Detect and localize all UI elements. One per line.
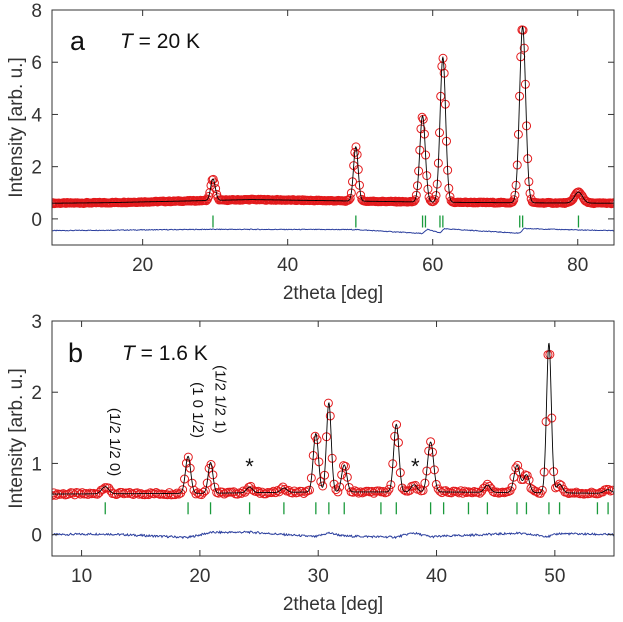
y-tick-label: 0 [31,526,42,547]
observed-point [431,190,441,200]
observed-point [178,485,188,495]
observed-point [335,482,345,492]
observed-point [522,471,532,481]
x-tick-label: 80 [567,255,588,276]
observed-point [604,485,614,495]
observed-point [386,480,396,490]
x-tick-label: 40 [277,255,298,276]
observed-point [607,485,614,495]
observed-point [420,478,430,488]
y-tick-label: 0 [31,210,42,231]
x-tick-label: 20 [189,566,210,587]
observed-point [207,175,217,185]
plot-area [52,342,614,540]
observed-point [425,195,435,205]
temperature-label: T = 1.6 K [122,342,208,365]
observed-point [438,53,448,63]
x-axis-title: 2theta [deg] [283,283,383,304]
observed-point [204,192,214,202]
observed-point [507,482,517,492]
observed-point [399,485,409,495]
panel-b: 10 20 30 40 50 0 1 2 3 2theta [deg] Intensity [arb… [6,312,615,615]
observed-point [392,420,402,430]
observed-point [208,174,218,184]
observed-point [509,195,519,205]
observed-point [340,461,350,471]
panel-a: 20 40 60 80 0 2 4 6 8 2theta [deg] Intensity [arb.… [6,1,615,304]
observed-point [508,197,518,207]
peak-index-label: (1/2 1/2 0) [106,408,123,476]
observed-series [52,25,614,209]
x-tick-label: 60 [422,255,443,276]
observed-point [304,485,314,495]
temperature-variable: T [120,30,135,53]
temperature-variable: T [122,342,137,365]
x-tick-label: 10 [71,566,92,587]
peak-index-label: (1/2 1/2 1) [212,365,229,433]
y-axis-title: Intensity [arb. u.] [6,57,27,197]
impurity-star: * [411,454,420,479]
temperature-value: = 20 K [133,30,200,53]
peak-index-label: (1 0 1/2) [189,382,206,438]
y-tick-label: 2 [31,383,42,404]
x-tick-label: 30 [308,566,329,587]
y-tick-label: 3 [31,312,42,333]
y-tick-label: 8 [31,1,42,22]
difference-curve [52,530,614,540]
observed-point [337,470,347,480]
observed-point [513,460,523,470]
observed-point [410,195,420,205]
observed-point [346,188,356,198]
observed-point [318,481,328,491]
observed-point [208,470,218,480]
observed-point [430,195,440,205]
y-tick-label: 6 [31,53,42,74]
observed-point [206,460,216,470]
y-axis-title: Intensity [arb. u.] [6,368,27,508]
panel-letter: a [70,26,86,56]
observed-point [411,190,421,200]
y-tick-label: 1 [31,454,42,475]
x-tick-label: 20 [132,255,153,276]
observed-point [409,196,419,206]
observed-point [342,472,352,482]
observed-point [429,196,439,206]
axes-frame [51,320,615,557]
observed-point [344,195,354,205]
observed-series [52,349,614,500]
observed-point [170,490,180,500]
calculated-curve [52,25,614,204]
y-tick-label: 4 [31,105,42,126]
observed-point [180,474,190,484]
x-tick-label: 40 [426,566,447,587]
observed-point [384,484,394,494]
observed-point [537,485,547,495]
observed-point [431,479,441,489]
observed-point [524,475,534,485]
panel-letter: b [68,338,83,368]
x-axis-title: 2theta [deg] [283,594,383,615]
observed-point [209,178,219,188]
temperature-label: T = 20 K [120,30,200,53]
observed-point [510,190,520,200]
axes-frame [51,9,615,246]
y-tick-label: 2 [31,158,42,179]
observed-point [333,487,343,497]
difference-curve [52,227,614,235]
calculated-curve [52,342,614,495]
observed-point [211,184,221,194]
observed-point [198,487,208,497]
observed-point [426,437,436,447]
impurity-star: * [245,454,254,479]
observed-point [417,112,427,122]
observed-point [518,25,528,35]
plot-area [52,25,614,235]
temperature-value: = 1.6 K [135,342,208,365]
observed-point [345,193,355,203]
x-tick-label: 50 [544,566,565,587]
observed-point [525,188,535,198]
observed-point [183,452,193,462]
